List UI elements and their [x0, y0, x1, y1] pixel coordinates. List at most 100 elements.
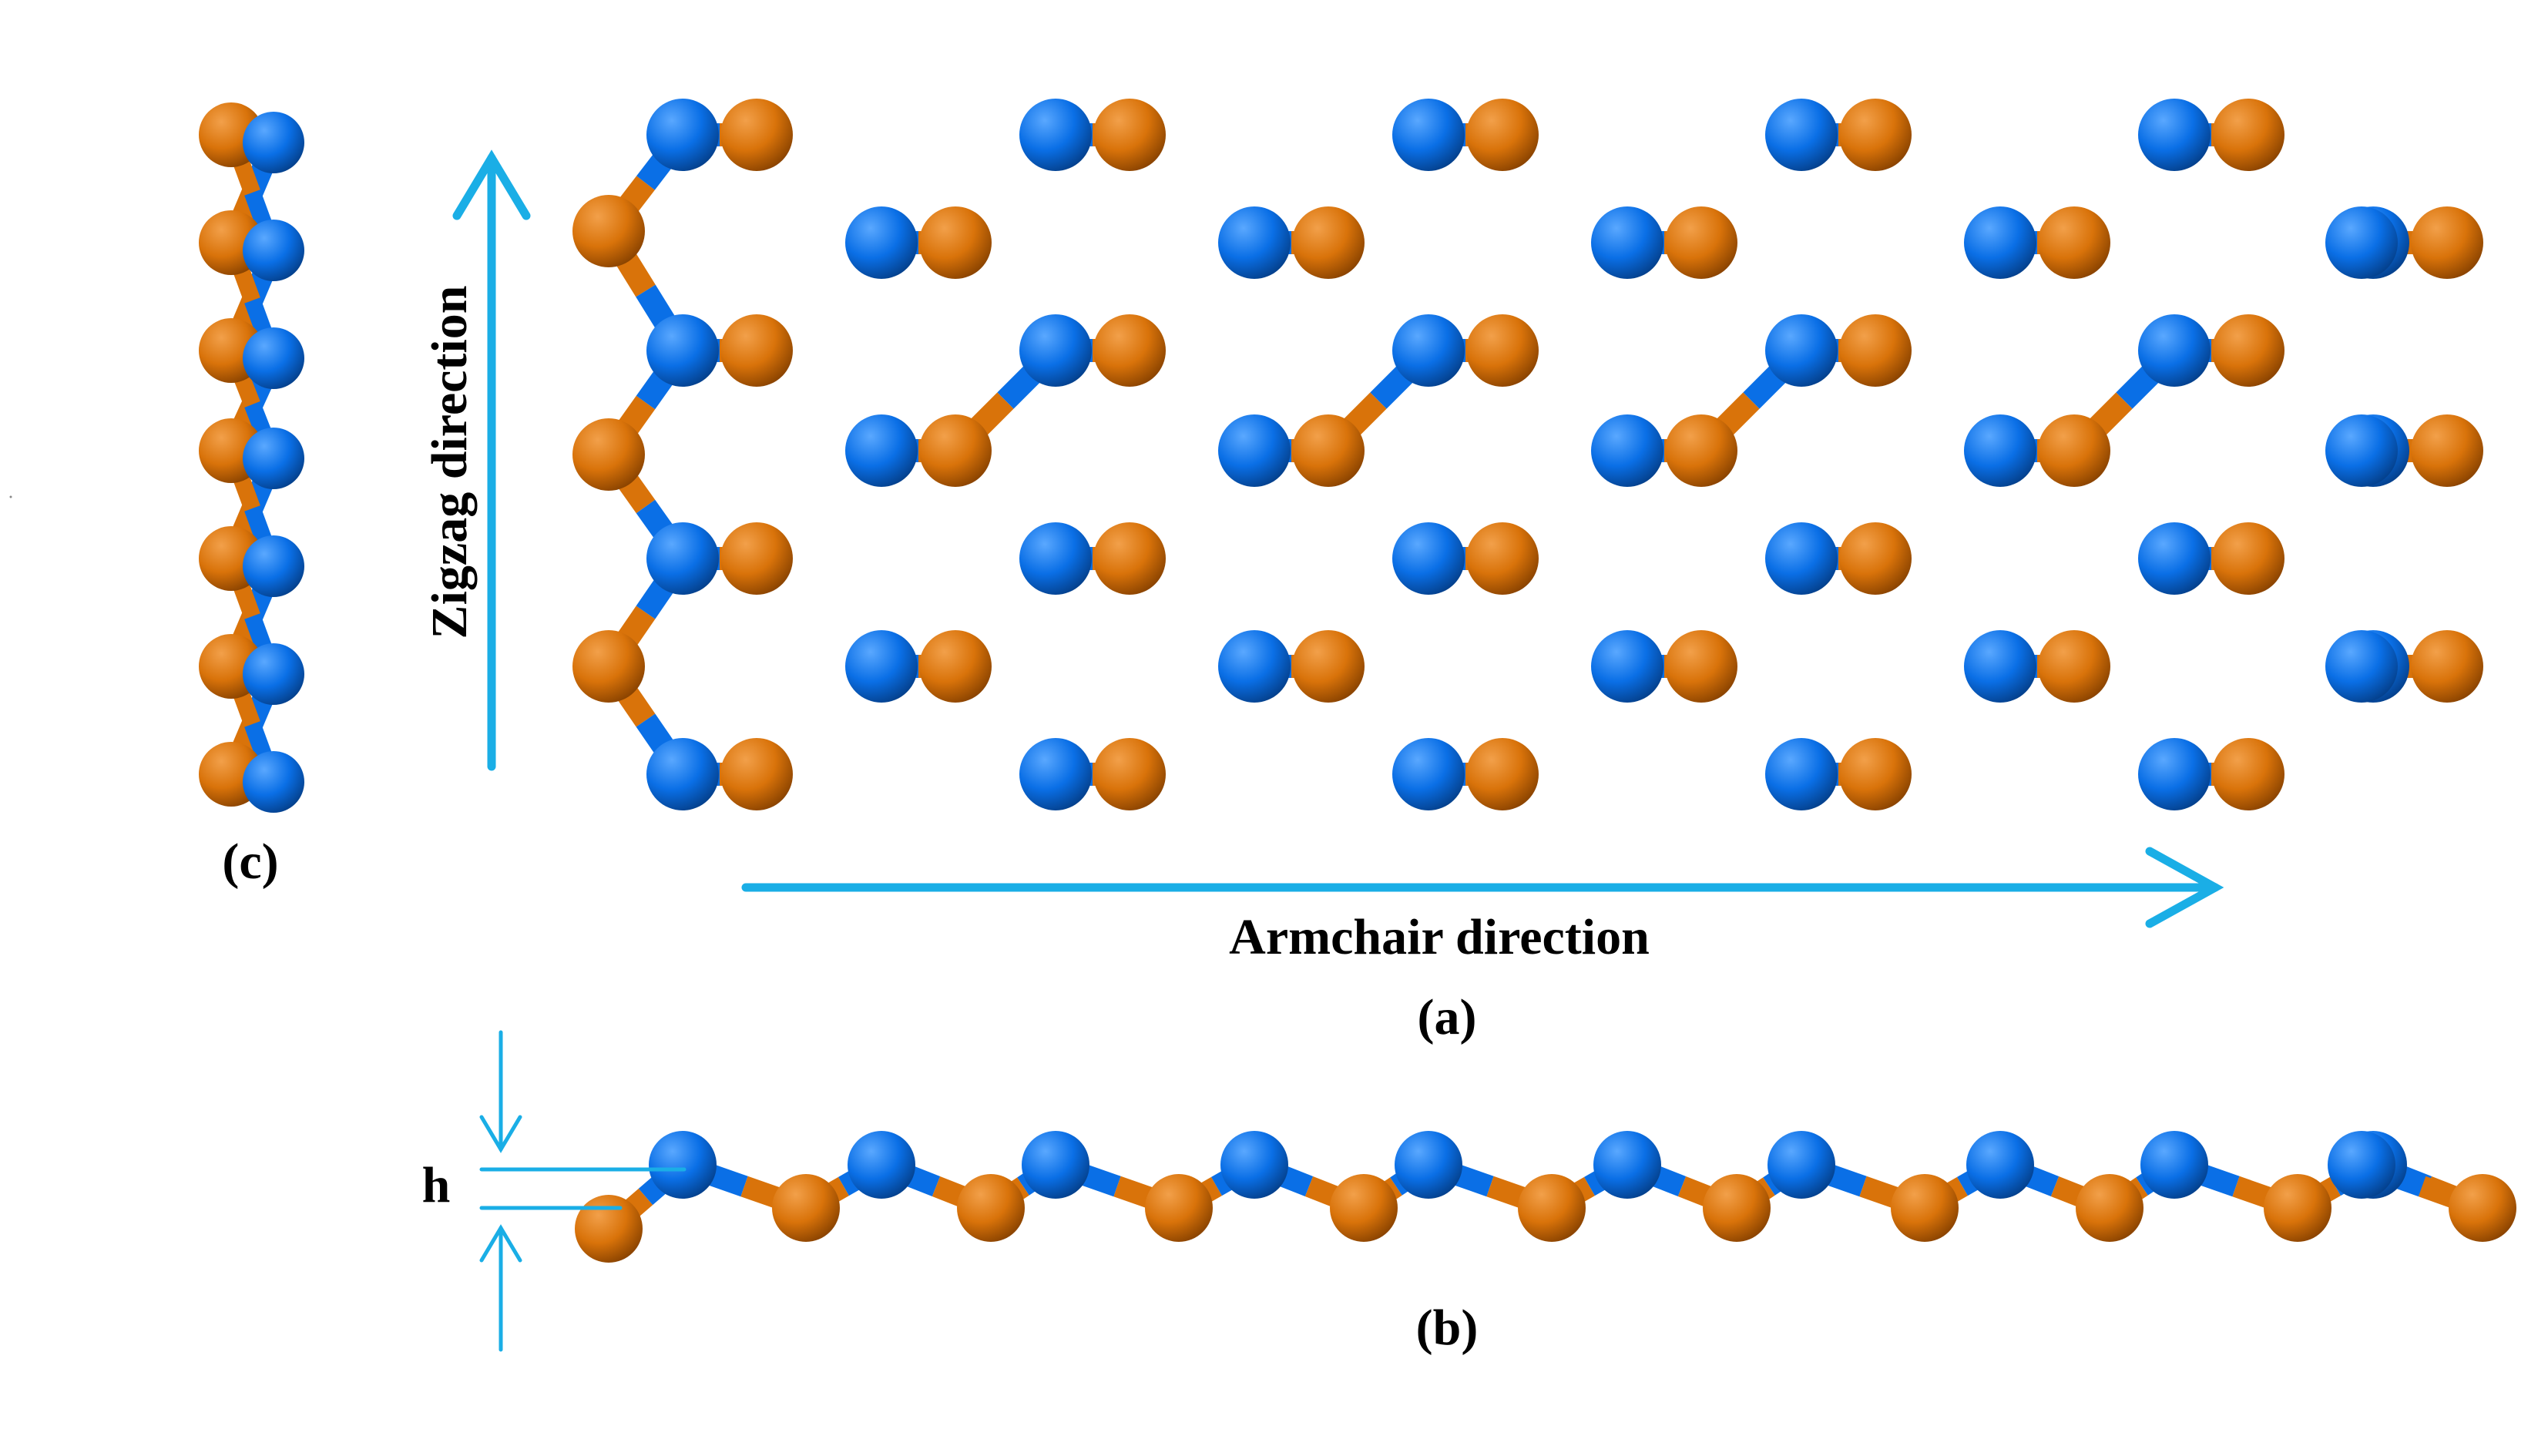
- atom-orange: [572, 630, 645, 703]
- atom-blue: [1395, 1131, 1462, 1199]
- atom-orange: [2038, 414, 2110, 487]
- atom-blue: [1591, 206, 1663, 279]
- atom-orange: [1839, 314, 1912, 387]
- atom-blue: [1964, 414, 2036, 487]
- atom-blue: [243, 751, 304, 813]
- atom-blue: [1218, 206, 1291, 279]
- atom-blue: [1019, 314, 1092, 387]
- atom-blue: [243, 428, 304, 489]
- atom-blue: [243, 535, 304, 597]
- atom-blue: [1022, 1131, 1089, 1199]
- atom-orange: [1093, 738, 1166, 810]
- atom-orange: [2212, 99, 2284, 171]
- atom-blue: [649, 1131, 717, 1199]
- atom-blue: [1765, 738, 1838, 810]
- atom-orange: [1518, 1174, 1586, 1242]
- atom-blue: [1218, 630, 1291, 703]
- atom-blue: [1966, 1131, 2034, 1199]
- atom-blue: [243, 327, 304, 389]
- atom-orange: [1292, 414, 1365, 487]
- atom-orange: [2411, 206, 2483, 279]
- atom-orange: [1466, 99, 1539, 171]
- atom-orange: [2212, 314, 2284, 387]
- lattice-side-view: [575, 1131, 2516, 1263]
- atom-orange: [1292, 630, 1365, 703]
- atom-orange: [2411, 414, 2483, 487]
- atom-orange: [1665, 414, 1737, 487]
- atom-blue: [1765, 314, 1838, 387]
- atom-orange: [1466, 522, 1539, 595]
- atom-orange: [957, 1174, 1025, 1242]
- atom-orange: [575, 1195, 643, 1263]
- atom-orange: [919, 206, 992, 279]
- atom-blue: [1392, 99, 1465, 171]
- atom-blue: [2325, 414, 2398, 487]
- atom-orange: [1466, 738, 1539, 810]
- atom-blue: [243, 643, 304, 705]
- atom-orange: [2212, 738, 2284, 810]
- zigzag-label: Zigzag direction: [421, 286, 478, 639]
- atom-blue: [2325, 630, 2398, 703]
- atom-orange: [720, 99, 793, 171]
- atom-orange: [2212, 522, 2284, 595]
- atom-orange: [2449, 1174, 2516, 1242]
- atom-orange: [1093, 314, 1166, 387]
- atom-blue: [1591, 630, 1663, 703]
- panel-b-label: (b): [1416, 1300, 1479, 1356]
- lattice-top-view: [572, 99, 2483, 810]
- height-label: h: [422, 1157, 451, 1213]
- atom-blue: [1392, 738, 1465, 810]
- atom-orange: [1145, 1174, 1213, 1242]
- atom-orange: [1466, 314, 1539, 387]
- atom-orange: [1292, 206, 1365, 279]
- atom-orange: [2038, 630, 2110, 703]
- atom-blue: [2138, 738, 2211, 810]
- panel-c-label: (c): [222, 834, 278, 890]
- atom-blue: [1964, 206, 2036, 279]
- panel-a-label: (a): [1418, 989, 1477, 1045]
- stray-dot: [9, 495, 12, 498]
- atom-blue: [1593, 1131, 1661, 1199]
- atom-blue: [2138, 522, 2211, 595]
- atom-blue: [1591, 414, 1663, 487]
- atom-orange: [1665, 206, 1737, 279]
- atom-blue: [1392, 314, 1465, 387]
- atom-blue: [845, 630, 918, 703]
- atom-blue: [848, 1131, 915, 1199]
- atom-blue: [2138, 314, 2211, 387]
- atom-orange: [572, 418, 645, 491]
- atom-orange: [720, 314, 793, 387]
- atom-blue: [243, 112, 304, 173]
- atom-orange: [572, 195, 645, 267]
- atom-blue: [646, 738, 719, 810]
- atom-blue: [1019, 522, 1092, 595]
- atom-orange: [1839, 522, 1912, 595]
- atom-blue: [1392, 522, 1465, 595]
- atom-orange: [919, 414, 992, 487]
- atom-blue: [2138, 99, 2211, 171]
- atom-orange: [1330, 1174, 1398, 1242]
- atom-blue: [1964, 630, 2036, 703]
- atom-orange: [2038, 206, 2110, 279]
- atom-orange: [2411, 630, 2483, 703]
- atom-blue: [2140, 1131, 2208, 1199]
- atom-blue: [1019, 738, 1092, 810]
- armchair-arrow: [741, 847, 2224, 928]
- atom-blue: [845, 414, 918, 487]
- atom-orange: [1703, 1174, 1771, 1242]
- atom-blue: [845, 206, 918, 279]
- atom-blue: [1218, 414, 1291, 487]
- atom-blue: [646, 314, 719, 387]
- armchair-label: Armchair direction: [1229, 909, 1650, 965]
- atom-orange: [2264, 1174, 2331, 1242]
- atom-blue: [646, 99, 719, 171]
- atom-blue: [2328, 1131, 2395, 1199]
- zigzag-arrow: [452, 149, 531, 771]
- atom-orange: [1891, 1174, 1959, 1242]
- atom-blue: [1019, 99, 1092, 171]
- atom-blue: [646, 522, 719, 595]
- atom-blue: [1765, 522, 1838, 595]
- atom-orange: [720, 738, 793, 810]
- atom-blue: [1765, 99, 1838, 171]
